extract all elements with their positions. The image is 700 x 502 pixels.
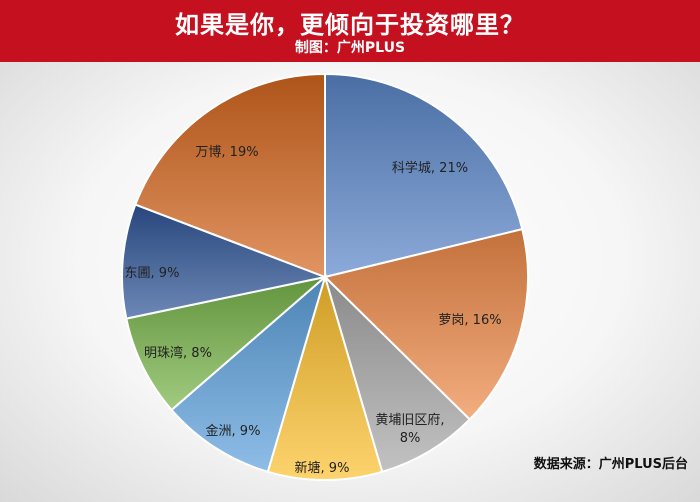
slice-label-5: 金洲, 9% (206, 423, 261, 439)
pie-slice-1 (324, 72, 524, 279)
slice-label-4: 新塘, 9% (295, 460, 350, 476)
slice-label-8: 万博, 19% (195, 145, 258, 160)
chart-title: 如果是你，更倾向于投资哪里？ (175, 11, 525, 39)
pie-slice-6 (125, 275, 329, 412)
title-banner: 如果是你，更倾向于投资哪里？ 制图：广州PLUS (0, 0, 700, 62)
slice-label-3: 黄埔旧区府, 8% (375, 413, 444, 446)
pie-slice-5 (170, 274, 327, 474)
slice-label-6: 明珠湾, 8% (144, 345, 212, 361)
pie-slice-7 (121, 203, 329, 320)
chart-area: 科学城, 21% 萝岗, 16% 黄埔旧区府, 8% 新塘, 9% 金洲, 9% 明珠湾, … (0, 62, 700, 502)
pie-labels: 科学城, 21% 萝岗, 16% 黄埔旧区府, 8% 新塘, 9% 金洲, 9% 明珠湾, … (125, 145, 502, 476)
pie-slices (121, 72, 529, 482)
pie-slice-2 (323, 227, 529, 421)
slice-label-2: 萝岗, 16% (438, 313, 501, 328)
pie-slice-4 (266, 273, 384, 482)
pie-slice-8 (134, 72, 326, 279)
data-source-note: 数据来源：广州PLUS后台 (533, 457, 688, 472)
pie-slice-3 (322, 273, 472, 474)
pie-chart: 科学城, 21% 萝岗, 16% 黄埔旧区府, 8% 新塘, 9% 金洲, 9% 明珠湾, … (121, 72, 529, 482)
slice-label-7: 东圃, 9% (125, 266, 180, 281)
chart-credit: 制图：广州PLUS (294, 40, 406, 56)
slice-label-1: 科学城, 21% (392, 160, 468, 176)
